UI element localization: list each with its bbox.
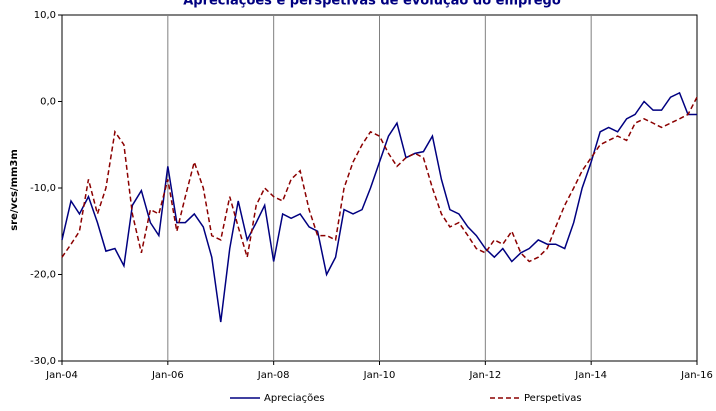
x-tick-label: Jan-08 [257, 370, 290, 381]
legend-label: Perspetivas [524, 393, 582, 404]
y-tick-label: -30,0 [30, 356, 56, 367]
y-axis-label: sre/vcs/mm3m [9, 149, 20, 231]
x-tick-label: Jan-12 [468, 370, 501, 381]
y-tick-label: -20,0 [30, 270, 56, 281]
series-line [61, 91, 697, 323]
y-tick-label: 10,0 [34, 10, 56, 21]
y-tick-label: 0,0 [40, 97, 56, 108]
series-line [61, 96, 698, 263]
x-tick-label: Jan-14 [574, 370, 607, 381]
x-tick-label: Jan-16 [680, 370, 713, 381]
chart-title: Apreciações e perspetivas de evolução do… [183, 0, 561, 9]
x-tick-label: Jan-06 [151, 370, 184, 381]
legend-label: Apreciações [264, 393, 325, 404]
y-tick-label: -10,0 [30, 183, 56, 194]
x-tick-label: Jan-04 [45, 370, 78, 381]
x-tick-label: Jan-10 [363, 370, 396, 381]
